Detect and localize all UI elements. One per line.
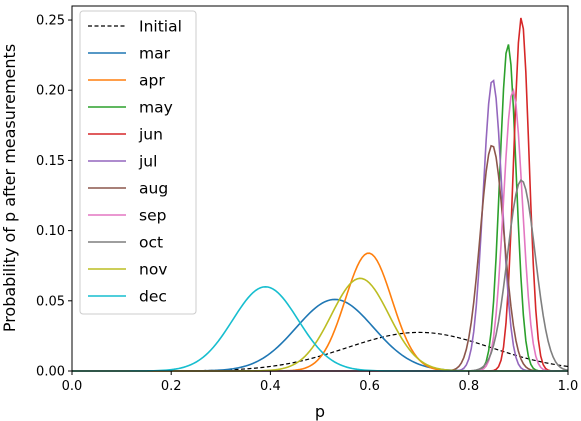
legend-label-initial: Initial [139,18,182,36]
x-tick-label: 0.0 [62,379,83,394]
x-tick-label: 0.6 [359,379,380,394]
legend: Initial mar apr may jun jul aug sep oct nov dec [79,10,197,315]
legend-box [79,10,197,315]
y-tick-label: 0.25 [36,14,65,29]
legend-label-sep: sep [139,207,166,225]
series-line-initial [72,331,569,372]
y-tick-label: 0.20 [36,84,65,99]
x-tick-label: 0.8 [458,379,479,394]
y-tick-label: 0.05 [36,294,65,309]
legend-label-aug: aug [139,180,168,198]
legend-label-jul: jul [138,153,157,171]
y-axis-label: Probability of p after measurements [0,44,19,332]
x-tick-label: 0.4 [260,379,281,394]
legend-label-oct: oct [139,234,163,252]
axes-frame [71,5,569,372]
y-tick-label: 0.10 [36,224,65,239]
legend-label-may: may [139,99,173,117]
legend-label-dec: dec [139,288,167,306]
y-tick-label: 0.00 [36,365,65,380]
legend-label-jun: jun [138,126,163,144]
legend-label-mar: mar [139,45,171,63]
legend-label-apr: apr [139,72,165,90]
y-axis: 0.00 0.05 0.10 0.15 0.20 0.25 [36,14,72,380]
x-tick-label: 1.0 [558,379,579,394]
x-tick-label: 0.2 [161,379,182,394]
x-axis-label: p [315,402,325,421]
x-axis: 0.0 0.2 0.4 0.6 0.8 1.0 [62,371,579,394]
y-tick-label: 0.15 [36,154,65,169]
legend-label-nov: nov [139,261,167,279]
